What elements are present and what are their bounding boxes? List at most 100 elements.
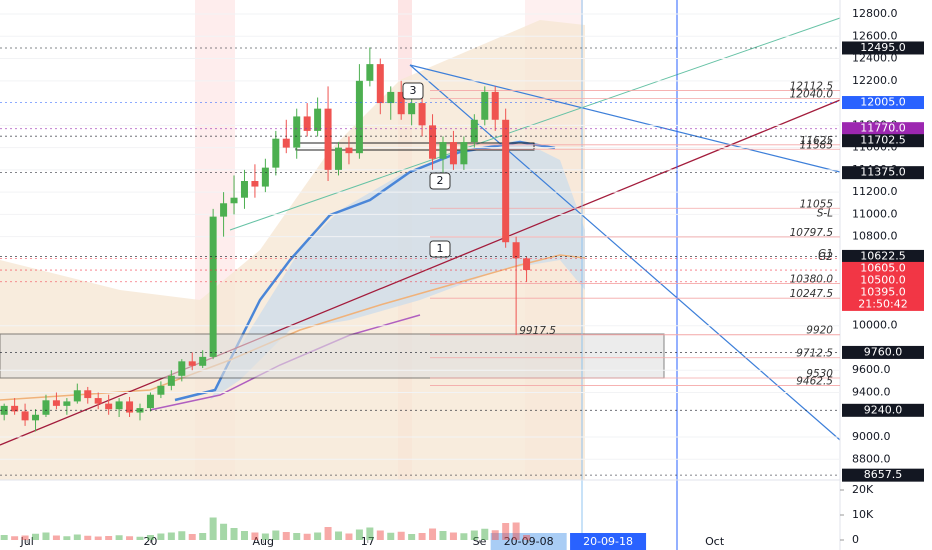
volume-tick-label: 10K <box>852 508 874 521</box>
volume-bar <box>178 531 186 540</box>
price-tag-label: 8657.5 <box>864 468 903 481</box>
candle-body <box>230 197 238 204</box>
volume-bar <box>63 536 71 540</box>
countdown-label: 21:50:42 <box>858 297 907 310</box>
price-tag-label: 10605.0 <box>860 261 906 274</box>
candle-body <box>387 91 395 104</box>
price-tag-label: 10500.0 <box>860 273 906 286</box>
annotation: 11585 <box>800 139 834 151</box>
candle-body <box>418 103 426 126</box>
candle-body <box>240 181 248 198</box>
candle-body <box>261 167 269 187</box>
candle-body <box>32 414 40 421</box>
candle-body <box>282 138 290 148</box>
volume-bar <box>42 532 50 540</box>
zone <box>0 333 665 379</box>
volume-tick-label: 20K <box>852 483 874 496</box>
candle-body <box>21 411 29 421</box>
candle-body <box>481 91 489 120</box>
candle-body <box>502 119 510 243</box>
annotation: S-L <box>817 207 833 219</box>
candle-body <box>314 108 322 131</box>
volume-bar <box>512 522 520 540</box>
price-tag <box>842 122 924 136</box>
volume-bar <box>397 531 405 540</box>
volume-bar <box>220 523 228 540</box>
price-tag <box>842 403 924 417</box>
candle-body <box>157 385 165 395</box>
candle-body <box>303 116 311 131</box>
price-tag <box>842 261 924 275</box>
annotation: G1 <box>818 248 833 260</box>
trend-line <box>409 64 841 441</box>
volume-bar <box>282 532 290 540</box>
price-tag <box>842 134 924 148</box>
badge <box>429 240 451 258</box>
badge <box>402 82 424 100</box>
volume-bar <box>335 531 343 540</box>
band <box>210 140 585 400</box>
y-tick-label: 12600.0 <box>852 29 898 42</box>
price-tag-label: 9240.0 <box>864 403 903 416</box>
candle-body <box>449 142 457 165</box>
volume-bar <box>167 532 175 540</box>
volume-bar <box>272 530 280 540</box>
volume-bar <box>115 535 123 540</box>
candle-body <box>42 400 50 415</box>
candle-body <box>126 401 134 413</box>
price-tag-label: 9760.0 <box>864 345 903 358</box>
candle-body <box>105 403 113 410</box>
candle-body <box>272 138 280 168</box>
candle-body <box>251 181 259 187</box>
candle-body <box>293 116 301 148</box>
annotation: 9920 <box>806 325 833 337</box>
price-tag <box>842 345 924 359</box>
candle-body <box>220 203 228 217</box>
candle-body <box>491 91 499 120</box>
candle-body <box>115 401 123 410</box>
x-tick-label: Oct <box>705 535 725 548</box>
candle-body <box>335 147 343 170</box>
price-tag-label: 12005.0 <box>860 96 906 109</box>
candle-body <box>11 405 19 412</box>
volume-bar <box>460 533 468 540</box>
candle-body <box>376 64 384 104</box>
price-tag <box>842 285 924 299</box>
volume-bar <box>73 534 81 540</box>
y-tick-label: 12800.0 <box>852 7 898 20</box>
volume-bar <box>157 533 165 540</box>
candle-body <box>73 390 81 402</box>
annotation: 9530 <box>806 368 833 380</box>
price-tag <box>842 96 924 110</box>
volume-bar <box>408 534 416 540</box>
volume-tick-label: 0 <box>852 533 859 546</box>
y-tick-label: 12400.0 <box>852 52 898 65</box>
annotation: 12112.5 <box>790 81 834 93</box>
candle-body <box>523 258 531 271</box>
candle-body <box>188 361 196 366</box>
price-tag <box>842 166 924 180</box>
candle-body <box>199 356 207 366</box>
volume-bar <box>439 531 447 540</box>
volume-bar <box>32 533 40 540</box>
y-tick-label: 10800.0 <box>852 230 898 243</box>
y-tick-label: 11000.0 <box>852 207 898 220</box>
price-tag <box>842 273 924 287</box>
price-tag <box>842 468 924 482</box>
annotation: 10380.0 <box>790 273 834 285</box>
price-tag-label: 10395.0 <box>860 285 906 298</box>
volume-bar <box>491 530 499 540</box>
y-tick-label: 9000.0 <box>852 430 891 443</box>
candle-body <box>460 142 468 165</box>
volume-bar <box>209 517 217 540</box>
candle-body <box>0 405 8 415</box>
price-tag-label: 11770.0 <box>860 122 906 135</box>
badge-label: 1 <box>437 242 444 255</box>
candle-body <box>94 398 102 404</box>
volume-bar <box>429 528 437 540</box>
volume-bar <box>136 536 144 540</box>
candle-body <box>366 64 374 81</box>
price-tag-label: 10622.5 <box>860 249 906 262</box>
candle-body <box>429 125 437 159</box>
badge-label: 2 <box>437 174 444 187</box>
